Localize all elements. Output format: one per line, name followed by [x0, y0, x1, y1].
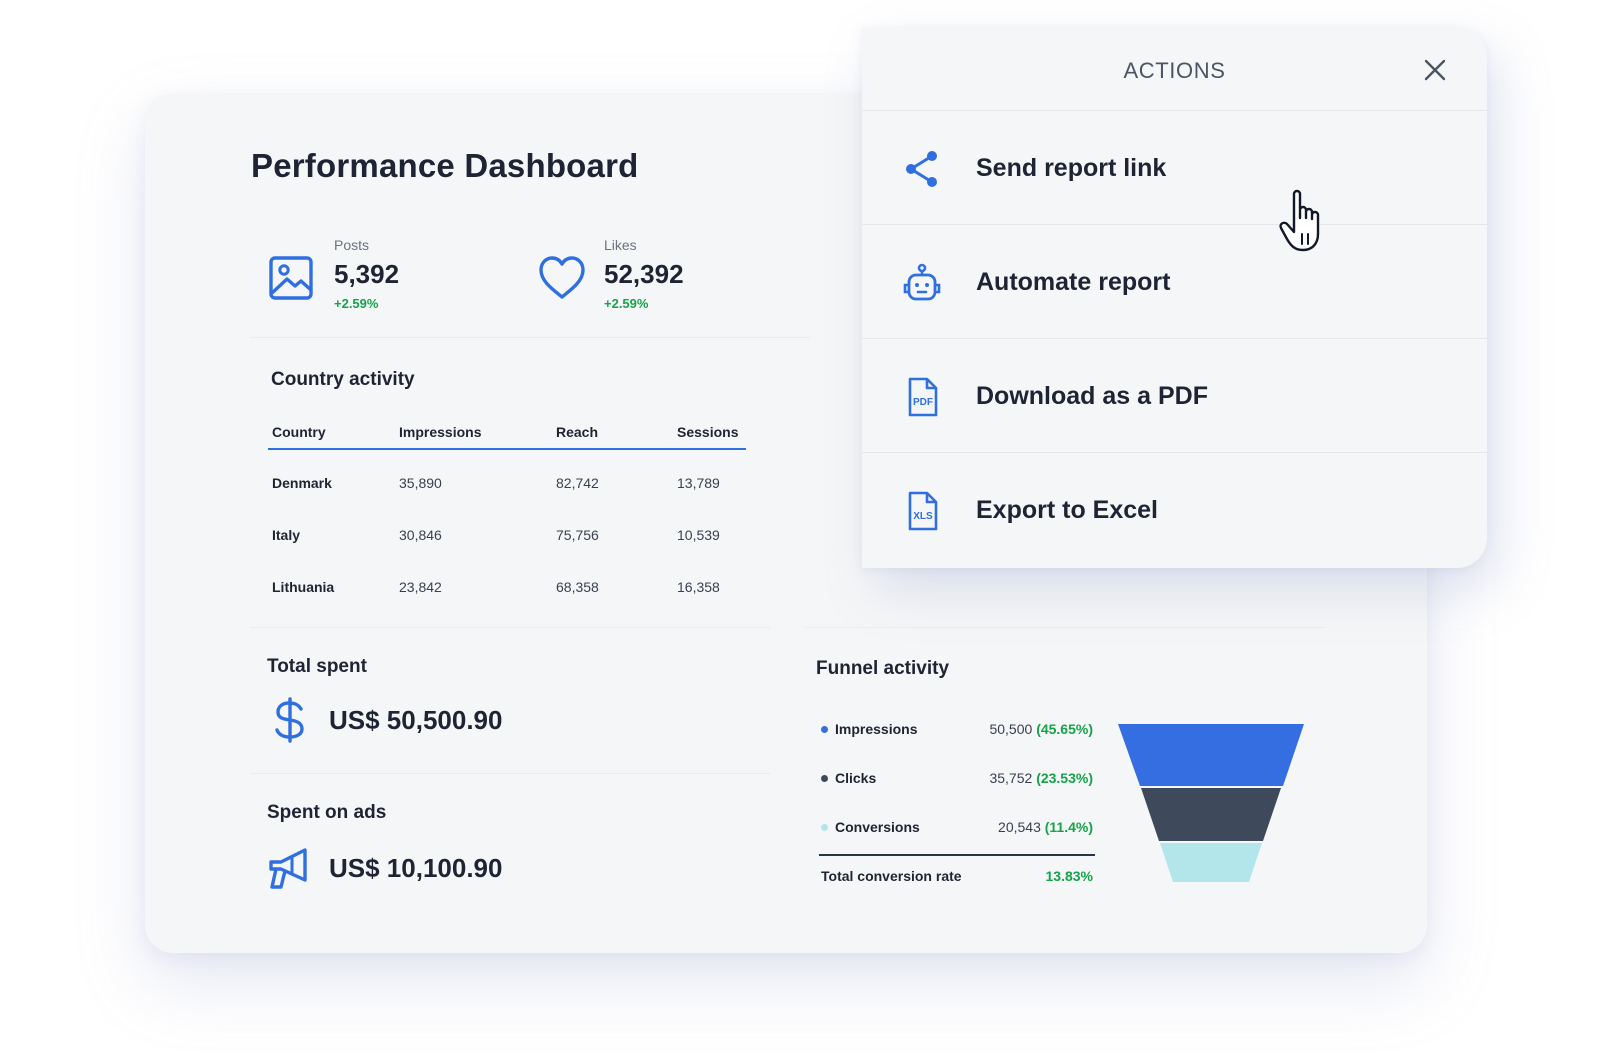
- table-row: Denmark 35,890 82,742 13,789: [268, 450, 746, 502]
- funnel-percent: (23.53%): [1036, 770, 1093, 786]
- funnel-percent: (11.4%): [1044, 819, 1093, 835]
- list-item: Impressions 50,500 (45.65%): [819, 710, 1095, 759]
- table-cell: 68,358: [556, 579, 599, 595]
- total-spent-value-row: US$ 50,500.90: [267, 697, 502, 743]
- image-icon: [269, 256, 313, 300]
- divider: [250, 627, 770, 628]
- table-cell: 13,789: [677, 475, 720, 491]
- hand-pointer-icon: [1279, 189, 1320, 252]
- page-title: Performance Dashboard: [251, 147, 639, 184]
- table-cell: Denmark: [272, 475, 332, 491]
- total-conversion-value: 13.83%: [1045, 868, 1093, 884]
- actions-panel: ACTIONS Send report link Automate report: [862, 27, 1487, 568]
- divider: [250, 337, 810, 338]
- table-cell: 16,358: [677, 579, 720, 595]
- table-row: Lithuania 23,842 68,358 16,358: [268, 554, 746, 606]
- actions-title: ACTIONS: [1123, 58, 1226, 83]
- funnel-name: Impressions: [835, 721, 918, 737]
- svg-text:PDF: PDF: [913, 397, 933, 408]
- divider: [805, 627, 1325, 628]
- column-header[interactable]: Reach: [556, 424, 599, 440]
- automate-report-button[interactable]: Automate report: [862, 225, 1487, 339]
- country-table: Country Impressions Reach Sessions Denma…: [268, 415, 746, 606]
- legend-dot: [821, 824, 828, 831]
- table-header: Country Impressions Reach Sessions: [268, 415, 746, 450]
- table-cell: 75,756: [556, 527, 599, 543]
- actions-header: ACTIONS: [862, 27, 1487, 111]
- table-cell: Lithuania: [272, 579, 335, 595]
- download-pdf-button[interactable]: PDF Download as a PDF: [862, 339, 1487, 453]
- heart-icon: [539, 256, 585, 299]
- funnel-percent: (45.65%): [1036, 721, 1093, 737]
- kpi-value: 5,392: [334, 259, 400, 289]
- table-cell: 30,846: [399, 527, 442, 543]
- kpi-value: 52,392: [604, 259, 684, 289]
- megaphone-icon: [269, 848, 307, 889]
- send-report-link-button[interactable]: Send report link: [862, 111, 1487, 225]
- kpi-label: Posts: [334, 237, 370, 253]
- legend-dot: [821, 726, 828, 733]
- table-cell: 82,742: [556, 475, 599, 491]
- svg-text:XLS: XLS: [913, 511, 933, 522]
- table-cell: Italy: [272, 527, 301, 543]
- funnel-chart: [1118, 724, 1304, 882]
- funnel-segment-impressions: [1118, 724, 1304, 786]
- funnel-value: 20,543 (11.4%): [998, 819, 1093, 835]
- table-row: Italy 30,846 75,756 10,539: [268, 502, 746, 554]
- robot-icon: [903, 263, 941, 301]
- funnel-total-row: Total conversion rate 13.83%: [819, 854, 1095, 890]
- spent-on-ads-value: US$ 10,100.90: [329, 852, 503, 883]
- column-header[interactable]: Sessions: [677, 424, 739, 440]
- table-cell: 10,539: [677, 527, 720, 543]
- divider: [250, 773, 770, 774]
- dollar-icon: [275, 697, 304, 743]
- column-header[interactable]: Country: [272, 424, 326, 440]
- funnel-segment-conversions: [1160, 843, 1262, 882]
- funnel-activity-title: Funnel activity: [816, 658, 950, 679]
- export-excel-button[interactable]: XLS Export to Excel: [862, 453, 1487, 567]
- funnel-name: Conversions: [835, 819, 920, 835]
- funnel-value: 50,500 (45.65%): [989, 721, 1093, 737]
- spent-on-ads-title: Spent on ads: [267, 802, 387, 823]
- list-item: Clicks 35,752 (23.53%): [819, 759, 1095, 808]
- close-icon[interactable]: [1422, 57, 1448, 83]
- list-item: Conversions 20,543 (11.4%): [819, 808, 1095, 857]
- funnel-number: 20,543: [998, 819, 1041, 835]
- total-spent-title: Total spent: [267, 656, 367, 677]
- kpi-change: +2.59%: [334, 296, 379, 311]
- action-label: Automate report: [976, 268, 1171, 296]
- table-cell: 35,890: [399, 475, 442, 491]
- spent-on-ads-value-row: US$ 10,100.90: [267, 845, 502, 891]
- country-activity-title: Country activity: [271, 369, 415, 390]
- funnel-legend: Impressions 50,500 (45.65%) Clicks 35,75…: [819, 710, 1095, 890]
- kpi-label: Likes: [604, 237, 637, 253]
- funnel-value: 35,752 (23.53%): [989, 770, 1093, 786]
- pdf-file-icon: PDF: [908, 377, 938, 417]
- column-header[interactable]: Impressions: [399, 424, 482, 440]
- share-icon: [906, 151, 937, 187]
- funnel-name: Clicks: [835, 770, 877, 786]
- funnel-segment-clicks: [1141, 788, 1281, 841]
- legend-dot: [821, 775, 828, 782]
- total-conversion-label: Total conversion rate: [821, 868, 962, 884]
- funnel-number: 50,500: [989, 721, 1033, 737]
- action-label: Send report link: [976, 154, 1167, 182]
- funnel-number: 35,752: [989, 770, 1033, 786]
- xls-file-icon: XLS: [908, 491, 938, 531]
- total-spent-value: US$ 50,500.90: [329, 704, 503, 735]
- table-cell: 23,842: [399, 579, 442, 595]
- action-label: Download as a PDF: [976, 382, 1208, 410]
- kpi-change: +2.59%: [604, 296, 649, 311]
- action-label: Export to Excel: [976, 496, 1158, 524]
